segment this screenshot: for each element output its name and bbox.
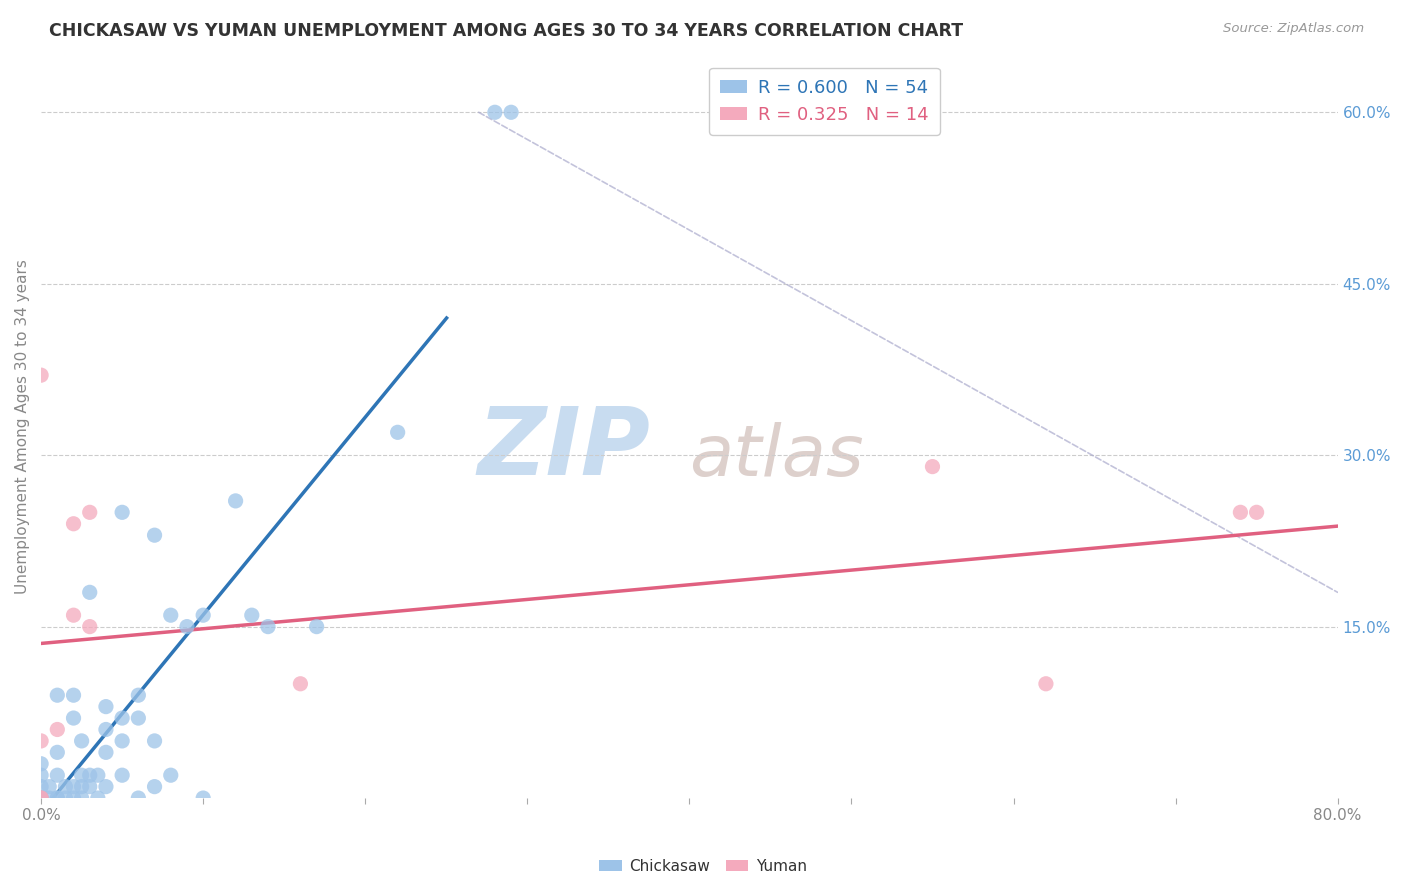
Y-axis label: Unemployment Among Ages 30 to 34 years: Unemployment Among Ages 30 to 34 years: [15, 260, 30, 594]
Point: [257, 619, 280, 633]
Point: [62, 711, 84, 725]
Point: [87, 768, 110, 782]
Legend: R = 0.600   N = 54, R = 0.325   N = 14: R = 0.600 N = 54, R = 0.325 N = 14: [710, 68, 939, 135]
Point: [111, 734, 134, 748]
Point: [143, 734, 166, 748]
Point: [193, 608, 215, 623]
Point: [62, 780, 84, 794]
Text: Source: ZipAtlas.com: Source: ZipAtlas.com: [1223, 22, 1364, 36]
Point: [70, 791, 93, 805]
Text: ZIP: ZIP: [478, 403, 651, 495]
Point: [127, 791, 149, 805]
Point: [30, 791, 52, 805]
Point: [921, 459, 943, 474]
Point: [70, 780, 93, 794]
Point: [30, 791, 52, 805]
Point: [501, 105, 523, 120]
Point: [46, 745, 69, 759]
Point: [225, 494, 247, 508]
Point: [62, 516, 84, 531]
Text: CHICKASAW VS YUMAN UNEMPLOYMENT AMONG AGES 30 TO 34 YEARS CORRELATION CHART: CHICKASAW VS YUMAN UNEMPLOYMENT AMONG AG…: [49, 22, 963, 40]
Point: [176, 619, 198, 633]
Point: [30, 791, 52, 805]
Point: [30, 756, 52, 771]
Point: [94, 699, 117, 714]
Point: [79, 505, 101, 519]
Point: [143, 528, 166, 542]
Point: [46, 791, 69, 805]
Point: [87, 791, 110, 805]
Point: [240, 608, 263, 623]
Point: [46, 791, 69, 805]
Point: [62, 608, 84, 623]
Point: [70, 734, 93, 748]
Point: [55, 780, 77, 794]
Point: [111, 505, 134, 519]
Point: [79, 619, 101, 633]
Point: [127, 688, 149, 702]
Point: [1035, 677, 1057, 691]
Point: [484, 105, 506, 120]
Point: [62, 791, 84, 805]
Point: [79, 585, 101, 599]
Point: [30, 780, 52, 794]
Point: [193, 791, 215, 805]
Point: [30, 368, 52, 383]
Point: [46, 723, 69, 737]
Point: [159, 768, 181, 782]
Point: [290, 677, 312, 691]
Point: [111, 768, 134, 782]
Point: [46, 768, 69, 782]
Point: [94, 723, 117, 737]
Point: [30, 791, 52, 805]
Point: [30, 791, 52, 805]
Point: [387, 425, 409, 440]
Point: [111, 711, 134, 725]
Point: [30, 768, 52, 782]
Point: [38, 780, 60, 794]
Point: [79, 780, 101, 794]
Point: [94, 745, 117, 759]
Point: [1246, 505, 1268, 519]
Point: [127, 711, 149, 725]
Legend: Chickasaw, Yuman: Chickasaw, Yuman: [593, 853, 813, 880]
Point: [305, 619, 328, 633]
Text: atlas: atlas: [689, 422, 865, 491]
Point: [46, 688, 69, 702]
Point: [70, 768, 93, 782]
Point: [38, 791, 60, 805]
Point: [159, 608, 181, 623]
Point: [1229, 505, 1251, 519]
Point: [55, 791, 77, 805]
Point: [143, 780, 166, 794]
Point: [79, 768, 101, 782]
Point: [94, 780, 117, 794]
Point: [30, 734, 52, 748]
Point: [62, 688, 84, 702]
